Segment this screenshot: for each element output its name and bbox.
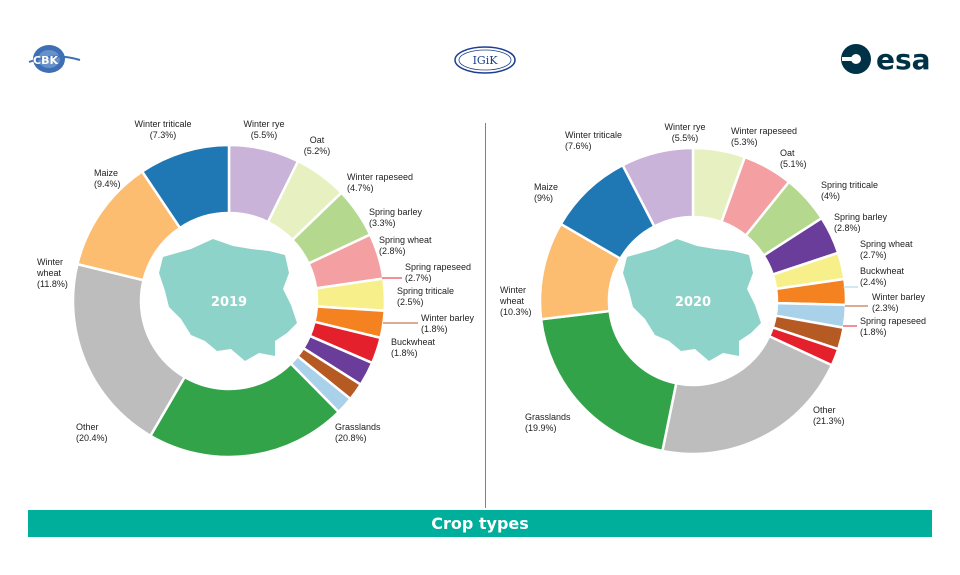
slice-other xyxy=(71,262,187,438)
slice-label-spring-rapeseed: Spring rapeseed (1.8%) xyxy=(860,316,926,337)
slice-label-winter-rye: Winter rye (5.5%) xyxy=(664,122,705,143)
slice-label-grasslands: Grasslands (20.8%) xyxy=(335,422,381,443)
cbk-logo-text: CBK xyxy=(33,54,58,67)
igik-logo: IGiK xyxy=(452,44,518,76)
slice-grasslands xyxy=(148,361,341,459)
slice-label-winter-rapeseed: Winter rapeseed (5.3%) xyxy=(731,126,797,147)
donut-chart-2019: Winter triticale (7.3%) Winter rye (5.5%) Oa… xyxy=(36,119,475,459)
slice-label-spring-rapeseed: Spring rapeseed (2.7%) xyxy=(405,262,471,283)
slice-label-winter-rye: Winter rye (5.5%) xyxy=(243,119,284,140)
igik-logo-text: IGiK xyxy=(473,54,499,67)
slice-label-grasslands: Grasslands (19.9%) xyxy=(525,412,571,433)
slice-label-maize: Maize (9.4%) xyxy=(94,168,121,189)
poland-map xyxy=(623,239,761,361)
slice-label-spring-barley: Spring barley (2.8%) xyxy=(834,212,888,233)
slice-label-buckwheat: Buckwheat (1.8%) xyxy=(391,337,436,358)
slice-label-buckwheat: Buckwheat (2.4%) xyxy=(860,266,905,287)
slice-label-winter-wheat: Winter wheat (10.3%) xyxy=(499,285,532,317)
slice-label-winter-rapeseed: Winter rapeseed (4.7%) xyxy=(347,172,413,193)
slice-label-spring-barley: Spring barley (3.3%) xyxy=(369,207,423,228)
slice-label-oat: Oat (5.2%) xyxy=(304,135,331,156)
slice-winter-triticale xyxy=(620,146,695,229)
slice-label-maize: Maize (9%) xyxy=(534,182,558,203)
esa-logo: esa xyxy=(838,40,938,78)
slice-grasslands xyxy=(539,309,678,453)
slice-label-spring-wheat: Spring wheat (2.7%) xyxy=(860,239,913,260)
slice-label-oat: Oat (5.1%) xyxy=(780,148,807,169)
chart-divider xyxy=(485,123,486,508)
slice-maize xyxy=(140,143,231,230)
donut-chart-2020: Winter rye (5.5%) Winter rapeseed (5.3%)Oat… xyxy=(499,122,926,456)
footer-title: Crop types xyxy=(28,510,932,537)
slice-label-winter-barley: Winter barley (2.3%) xyxy=(872,292,926,313)
slice-label-winter-triticale: Winter triticale (7.3%) xyxy=(134,119,191,140)
slice-label-spring-triticale: Spring triticale (4%) xyxy=(821,180,878,201)
center-year-label: 2020 xyxy=(675,295,711,310)
slice-label-winter-barley: Winter barley (1.8%) xyxy=(421,313,475,334)
slice-label-spring-triticale: Spring triticale (2.5%) xyxy=(397,286,454,307)
center-year-label: 2019 xyxy=(211,295,247,310)
slice-label-spring-wheat: Spring wheat (2.8%) xyxy=(379,235,432,256)
slice-label-winter-wheat: Winter wheat (11.8%) xyxy=(36,257,68,289)
slice-label-winter-triticale: Winter triticale (7.6%) xyxy=(565,130,622,151)
poland-map xyxy=(159,239,297,361)
esa-logo-text: esa xyxy=(876,43,931,76)
slice-other xyxy=(660,334,834,456)
slice-label-other: Other (21.3%) xyxy=(813,405,845,426)
cbk-logo: CBK xyxy=(26,40,82,78)
slice-label-other: Other (20.4%) xyxy=(76,422,108,443)
